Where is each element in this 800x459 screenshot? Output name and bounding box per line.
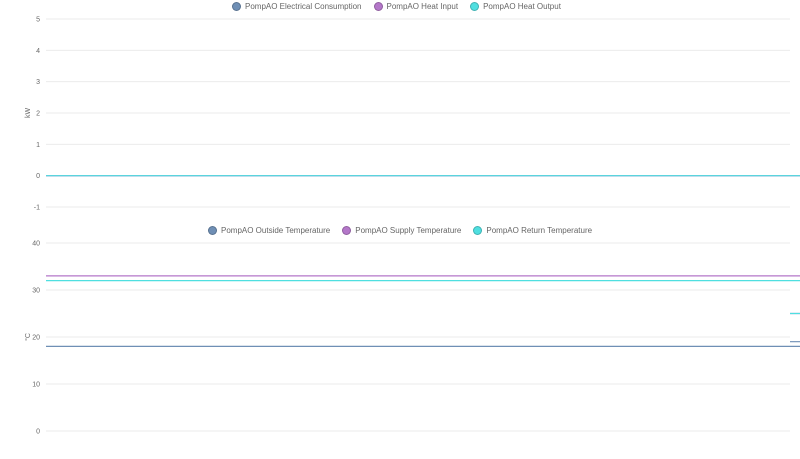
series-line-pompao-supply-temperature [46,275,800,315]
y-tick-label: 3 [36,79,40,86]
legend-label: PompAO Outside Temperature [221,226,331,235]
series-line-pompao-heat-input [46,175,800,177]
legend-item[interactable]: PompAO Return Temperature [473,226,592,235]
legend-label: PompAO Electrical Consumption [245,2,362,11]
series-line-pompao-electrical-consumption [46,175,800,177]
legend-label: PompAO Supply Temperature [355,226,462,235]
y-tick-label: 1 [36,142,40,149]
y-tick-label: 40 [32,241,40,248]
legend-item[interactable]: PompAO Heat Output [470,2,561,11]
y-axis-label: °C [24,333,32,341]
y-tick-label: 4 [36,48,40,55]
y-tick-label: 0 [36,429,40,436]
legend-label: PompAO Heat Output [483,2,561,11]
chart-1: 01020304018:0019:0020:0021:0022:0023:000… [24,241,800,436]
series-line-pompao-return-temperature [46,280,800,315]
y-tick-label: -1 [34,205,40,212]
y-tick-label: 20 [32,335,40,342]
legend-item[interactable]: PompAO Electrical Consumption [232,2,362,11]
legend-label: PompAO Return Temperature [486,226,593,235]
y-tick-label: 0 [36,173,40,180]
y-tick-label: 2 [36,111,40,118]
y-tick-label: 10 [32,382,40,389]
y-tick-label: 30 [32,288,40,295]
series-line-pompao-outside-temperature [46,341,800,347]
legend-swatch-icon [208,226,217,235]
legend-label: PompAO Heat Input [386,2,459,11]
legend-temperature: PompAO Outside Temperature PompAO Supply … [208,226,592,235]
legend-swatch-icon [342,226,352,235]
y-axis-label: kW [25,108,32,119]
legend-swatch-icon [373,2,383,11]
chart-0: -101234518:0019:0020:0021:0022:0023:0000… [25,17,800,212]
legend-swatch-icon [473,226,483,235]
y-tick-label: 5 [36,17,40,24]
legend-item[interactable]: PompAO Supply Temperature [342,226,461,235]
legend-power: PompAO Electrical Consumption PompAO Heat… [232,2,561,11]
legend-swatch-icon [232,2,241,11]
series-line-pompao-heat-output [46,175,800,177]
legend-item[interactable]: PompAO Outside Temperature [208,226,330,235]
legend-item[interactable]: PompAO Heat Input [373,2,459,11]
legend-swatch-icon [470,2,480,11]
